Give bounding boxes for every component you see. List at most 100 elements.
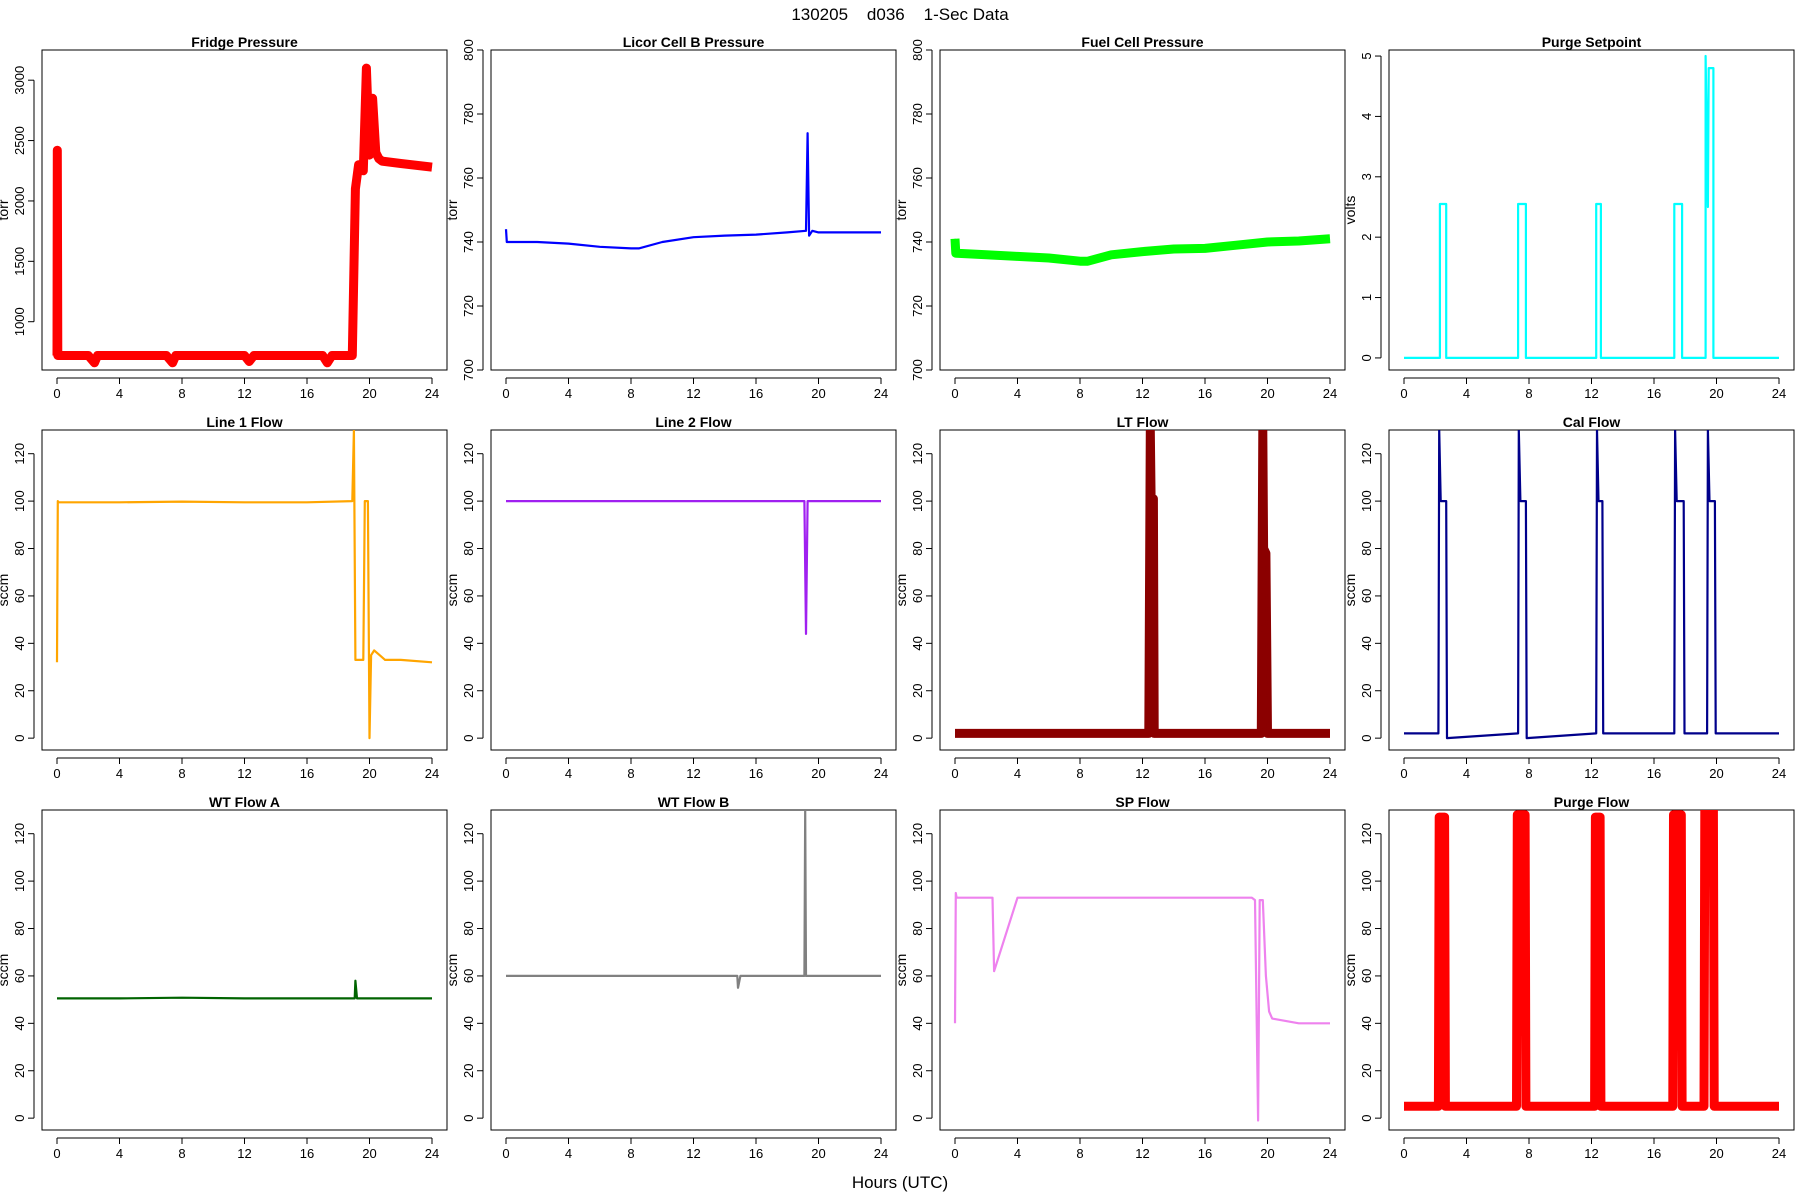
y-tick-label: 100 [461,490,476,512]
y-axis: 700 720 740 760 780 800 [910,39,933,381]
y-tick-label: 0 [12,735,27,742]
y-tick-label: 20 [1359,1064,1374,1078]
x-axis: 0 4 8 12 16 20 24 [1400,757,1786,781]
y-tick-label: 1 [1359,294,1374,301]
y-axis-label: sccm [0,574,11,607]
panel-title: Purge Setpoint [1542,34,1642,50]
y-tick-label: 80 [12,921,27,935]
series-line [953,891,1330,1122]
y-tick-label: 1500 [12,247,27,276]
y-tick-label: 20 [1359,684,1374,698]
series-line-detail [1404,810,1779,1108]
panel-sp-flow: SP Flow sccm 0 4 8 12 16 20 24 0 20 40 60 80 100 120 [893,794,1346,1161]
y-tick-label: 20 [910,684,925,698]
x-tick-label: 4 [116,386,123,401]
y-axis-label: sccm [444,954,460,987]
x-tick-label: 8 [1525,1146,1532,1161]
y-axis: 0 1 2 3 4 5 [1359,52,1382,362]
x-tick-label: 12 [1135,1146,1149,1161]
series-line [504,132,881,250]
y-tick-label: 60 [1359,589,1374,603]
x-tick-label: 8 [627,766,634,781]
y-axis-label: sccm [893,954,909,987]
plot-frame [1388,809,1795,1131]
x-tick-label: 16 [749,1146,763,1161]
y-tick-label: 120 [12,443,27,465]
y-tick-label: 2 [1359,234,1374,241]
x-tick-label: 24 [1323,766,1337,781]
x-tick-label: 20 [811,386,825,401]
plot-frame [41,429,448,751]
y-tick-label: 40 [12,1016,27,1030]
x-tick-label: 8 [1076,766,1083,781]
x-tick-label: 12 [1135,766,1149,781]
y-tick-label: 3 [1359,173,1374,180]
y-axis-label: sccm [893,574,909,607]
y-tick-label: 100 [910,490,925,512]
x-axis: 0 4 8 12 16 20 24 [53,1137,439,1161]
x-tick-label: 8 [1525,386,1532,401]
y-tick-label: 80 [12,541,27,555]
y-tick-label: 120 [461,823,476,845]
x-tick-label: 8 [627,1146,634,1161]
x-axis: 0 4 8 12 16 20 24 [951,377,1337,401]
x-tick-label: 0 [1400,766,1407,781]
y-tick-label: 60 [1359,969,1374,983]
x-tick-label: 4 [1014,1146,1021,1161]
series-line [55,430,433,740]
y-tick-label: 120 [461,443,476,465]
y-axis: 700 720 740 760 780 800 [461,39,484,381]
y-tick-label: 60 [910,589,925,603]
y-tick-label: 100 [12,870,27,892]
y-tick-label: 80 [1359,921,1374,935]
panel-title: WT Flow A [209,794,280,810]
x-tick-label: 20 [811,766,825,781]
x-tick-label: 16 [300,1146,314,1161]
x-tick-label: 20 [362,766,376,781]
y-axis-label: sccm [444,574,460,607]
y-axis: 0 20 40 60 80 100 120 [461,443,484,742]
x-tick-label: 16 [1198,766,1212,781]
y-tick-label: 40 [12,636,27,650]
x-tick-label: 16 [300,766,314,781]
y-tick-label: 700 [910,359,925,381]
x-tick-label: 8 [1076,386,1083,401]
y-tick-label: 40 [910,636,925,650]
y-tick-label: 20 [461,684,476,698]
x-axis-label: Hours (UTC) [852,1173,948,1192]
y-axis: 0 20 40 60 80 100 120 [910,823,933,1122]
plot-frame [939,49,1346,371]
y-tick-label: 740 [461,231,476,253]
panel-title: Line 2 Flow [655,414,731,430]
series-line [955,430,1330,738]
y-tick-label: 100 [461,870,476,892]
x-tick-label: 24 [1323,1146,1337,1161]
panel-wt-flow-b: WT Flow B sccm 0 4 8 12 16 20 24 0 20 40 60 80 100 120 [444,794,897,1161]
x-tick-label: 24 [1772,1146,1786,1161]
y-tick-label: 3000 [12,66,27,95]
x-tick-label: 0 [502,766,509,781]
y-tick-label: 740 [910,231,925,253]
y-tick-label: 720 [910,295,925,317]
x-tick-label: 0 [502,1146,509,1161]
y-tick-label: 0 [12,1115,27,1122]
x-tick-label: 12 [1584,766,1598,781]
y-tick-label: 0 [1359,735,1374,742]
x-tick-label: 16 [749,386,763,401]
x-tick-label: 24 [1323,386,1337,401]
x-tick-label: 8 [178,766,185,781]
x-tick-label: 0 [53,1146,60,1161]
plot-frame [939,429,1346,751]
x-tick-label: 12 [1135,386,1149,401]
x-tick-label: 4 [116,1146,123,1161]
x-tick-label: 0 [951,386,958,401]
x-axis: 0 4 8 12 16 20 24 [502,757,888,781]
y-tick-label: 20 [12,1064,27,1078]
panel-title: Fuel Cell Pressure [1081,34,1203,50]
y-tick-label: 120 [12,823,27,845]
y-tick-label: 80 [910,541,925,555]
x-axis: 0 4 8 12 16 20 24 [53,377,439,401]
